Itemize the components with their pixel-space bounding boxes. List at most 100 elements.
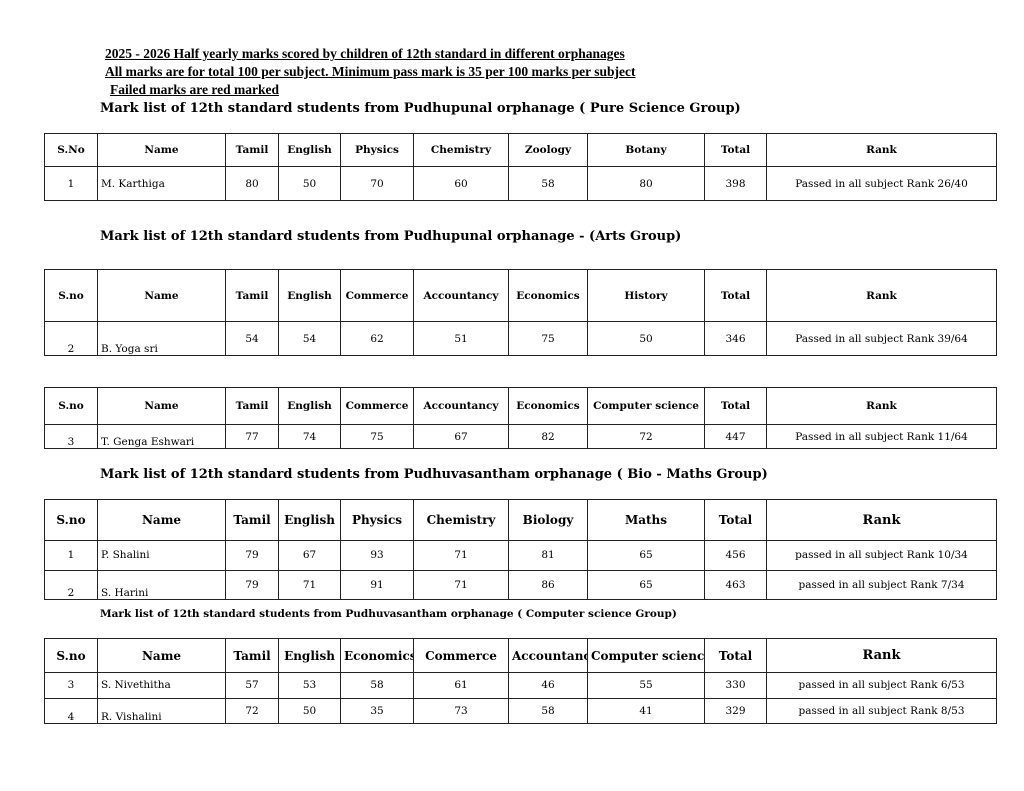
column-header: Zoology bbox=[508, 133, 588, 167]
table-cell: 73 bbox=[413, 697, 509, 724]
column-header: Physics bbox=[340, 499, 414, 541]
table-cell: 74 bbox=[278, 424, 341, 449]
table-cell: 72 bbox=[225, 697, 279, 724]
table-cell: 72 bbox=[587, 424, 705, 449]
column-header: Economics bbox=[340, 638, 414, 673]
table-cell: 330 bbox=[704, 672, 767, 699]
marks-table-pure-science: S.No Name Tamil English Physics Chemistry Zool… bbox=[44, 133, 997, 201]
table-cell: 4 bbox=[44, 697, 98, 724]
column-header: Name bbox=[97, 269, 226, 322]
column-header: History bbox=[587, 269, 705, 322]
column-header: Rank bbox=[766, 499, 997, 541]
table-cell: 1 bbox=[44, 166, 98, 201]
table-cell: 67 bbox=[278, 540, 341, 571]
table-cell: 41 bbox=[587, 697, 705, 724]
table-cell: 86 bbox=[508, 569, 588, 600]
section-heading-pure-science: Mark list of 12th standard students from… bbox=[100, 101, 741, 116]
marks-table-arts-2: S.no Name Tamil English Commerce Accountancy E… bbox=[44, 387, 997, 449]
table-row: 2 B. Yoga sri 54 54 62 51 75 50 346 Passed in all… bbox=[44, 321, 997, 356]
table-cell: 58 bbox=[508, 697, 588, 724]
table-cell: R. Vishalini bbox=[97, 697, 226, 724]
column-header: Botany bbox=[587, 133, 705, 167]
table-cell: 82 bbox=[508, 424, 588, 449]
table-cell: 50 bbox=[278, 697, 341, 724]
table-cell: 1 bbox=[44, 540, 98, 571]
table-cell: 79 bbox=[225, 540, 279, 571]
column-header: Name bbox=[97, 133, 226, 167]
table-cell: 71 bbox=[413, 569, 509, 600]
column-header: English bbox=[278, 269, 341, 322]
column-header: English bbox=[278, 133, 341, 167]
column-header: S.No bbox=[44, 133, 98, 167]
column-header: Total bbox=[704, 638, 767, 673]
column-header: Commerce bbox=[340, 269, 414, 322]
table-cell: 79 bbox=[225, 569, 279, 600]
marks-table-bio-maths: S.no Name Tamil English Physics Chemistry Biol… bbox=[44, 499, 997, 600]
table-cell: 3 bbox=[44, 672, 98, 699]
table-cell: 91 bbox=[340, 569, 414, 600]
table-cell: 456 bbox=[704, 540, 767, 571]
table-cell: passed in all subject Rank 6/53 bbox=[766, 672, 997, 699]
column-header: Rank bbox=[766, 133, 997, 167]
table-cell: S. Harini bbox=[97, 569, 226, 600]
table-cell: 71 bbox=[278, 569, 341, 600]
section-heading-arts: Mark list of 12th standard students from… bbox=[100, 229, 682, 244]
column-header: Commerce bbox=[413, 638, 509, 673]
table-row: 3 T. Genga Eshwari 77 74 75 67 82 72 447 Passed i… bbox=[44, 424, 997, 449]
column-header: Tamil bbox=[225, 387, 279, 425]
table-cell: passed in all subject Rank 7/34 bbox=[766, 569, 997, 600]
table-cell: 2 bbox=[44, 569, 98, 600]
table-cell: 70 bbox=[340, 166, 414, 201]
table-cell: Passed in all subject Rank 11/64 bbox=[766, 424, 997, 449]
table-cell: 58 bbox=[508, 166, 588, 201]
table-cell: 50 bbox=[587, 321, 705, 356]
column-header: Economics bbox=[508, 387, 588, 425]
column-header: S.no bbox=[44, 387, 98, 425]
section-heading-computer-science: Mark list of 12th standard students from… bbox=[100, 608, 677, 620]
doc-title-1: 2025 - 2026 Half yearly marks scored by … bbox=[105, 46, 625, 61]
table-cell: 50 bbox=[278, 166, 341, 201]
column-header: S.no bbox=[44, 638, 98, 673]
table-cell: 77 bbox=[225, 424, 279, 449]
table-cell: 61 bbox=[413, 672, 509, 699]
column-header: Total bbox=[704, 269, 767, 322]
column-header: S.no bbox=[44, 499, 98, 541]
table-cell: 71 bbox=[413, 540, 509, 571]
column-header: Tamil bbox=[225, 499, 279, 541]
column-header: Rank bbox=[766, 387, 997, 425]
table-row: 1 M. Karthiga 80 50 70 60 58 80 398 Passed in all… bbox=[44, 166, 997, 201]
column-header: Physics bbox=[340, 133, 414, 167]
table-cell: 81 bbox=[508, 540, 588, 571]
table-cell: passed in all subject Rank 10/34 bbox=[766, 540, 997, 571]
column-header: Name bbox=[97, 638, 226, 673]
table-cell: 53 bbox=[278, 672, 341, 699]
column-header: S.no bbox=[44, 269, 98, 322]
column-header: English bbox=[278, 638, 341, 673]
table-cell: S. Nivethitha bbox=[97, 672, 226, 699]
table-cell: 54 bbox=[225, 321, 279, 356]
column-header: Computer science bbox=[587, 387, 705, 425]
table-cell: 67 bbox=[413, 424, 509, 449]
column-header: Biology bbox=[508, 499, 588, 541]
table-header-row: S.no Name Tamil English Economics Commerce Acc… bbox=[44, 638, 997, 673]
column-header: Rank bbox=[766, 269, 997, 322]
column-header: Economics bbox=[508, 269, 588, 322]
table-cell: 93 bbox=[340, 540, 414, 571]
column-header: Tamil bbox=[225, 269, 279, 322]
table-cell: Passed in all subject Rank 26/40 bbox=[766, 166, 997, 201]
table-row: 1 P. Shalini 79 67 93 71 81 65 456 passed in all … bbox=[44, 540, 997, 571]
table-cell: 80 bbox=[587, 166, 705, 201]
column-header: Name bbox=[97, 387, 226, 425]
table-cell: 3 bbox=[44, 424, 98, 449]
table-cell: 398 bbox=[704, 166, 767, 201]
table-cell: 75 bbox=[508, 321, 588, 356]
table-cell: 60 bbox=[413, 166, 509, 201]
table-cell: B. Yoga sri bbox=[97, 321, 226, 356]
table-cell: passed in all subject Rank 8/53 bbox=[766, 697, 997, 724]
column-header: Chemistry bbox=[413, 499, 509, 541]
table-cell: 346 bbox=[704, 321, 767, 356]
table-cell: 463 bbox=[704, 569, 767, 600]
table-cell: 329 bbox=[704, 697, 767, 724]
table-cell: 46 bbox=[508, 672, 588, 699]
table-cell: 54 bbox=[278, 321, 341, 356]
